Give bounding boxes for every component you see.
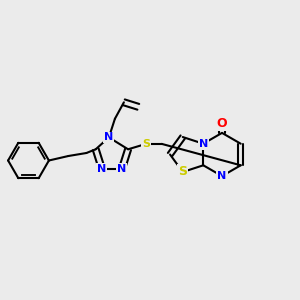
Text: N: N (199, 139, 208, 149)
Text: N: N (104, 132, 113, 142)
Text: N: N (97, 164, 106, 173)
Text: S: S (142, 139, 150, 149)
Text: N: N (117, 164, 127, 173)
Text: N: N (218, 171, 226, 181)
Text: O: O (217, 117, 227, 130)
Text: S: S (178, 166, 187, 178)
